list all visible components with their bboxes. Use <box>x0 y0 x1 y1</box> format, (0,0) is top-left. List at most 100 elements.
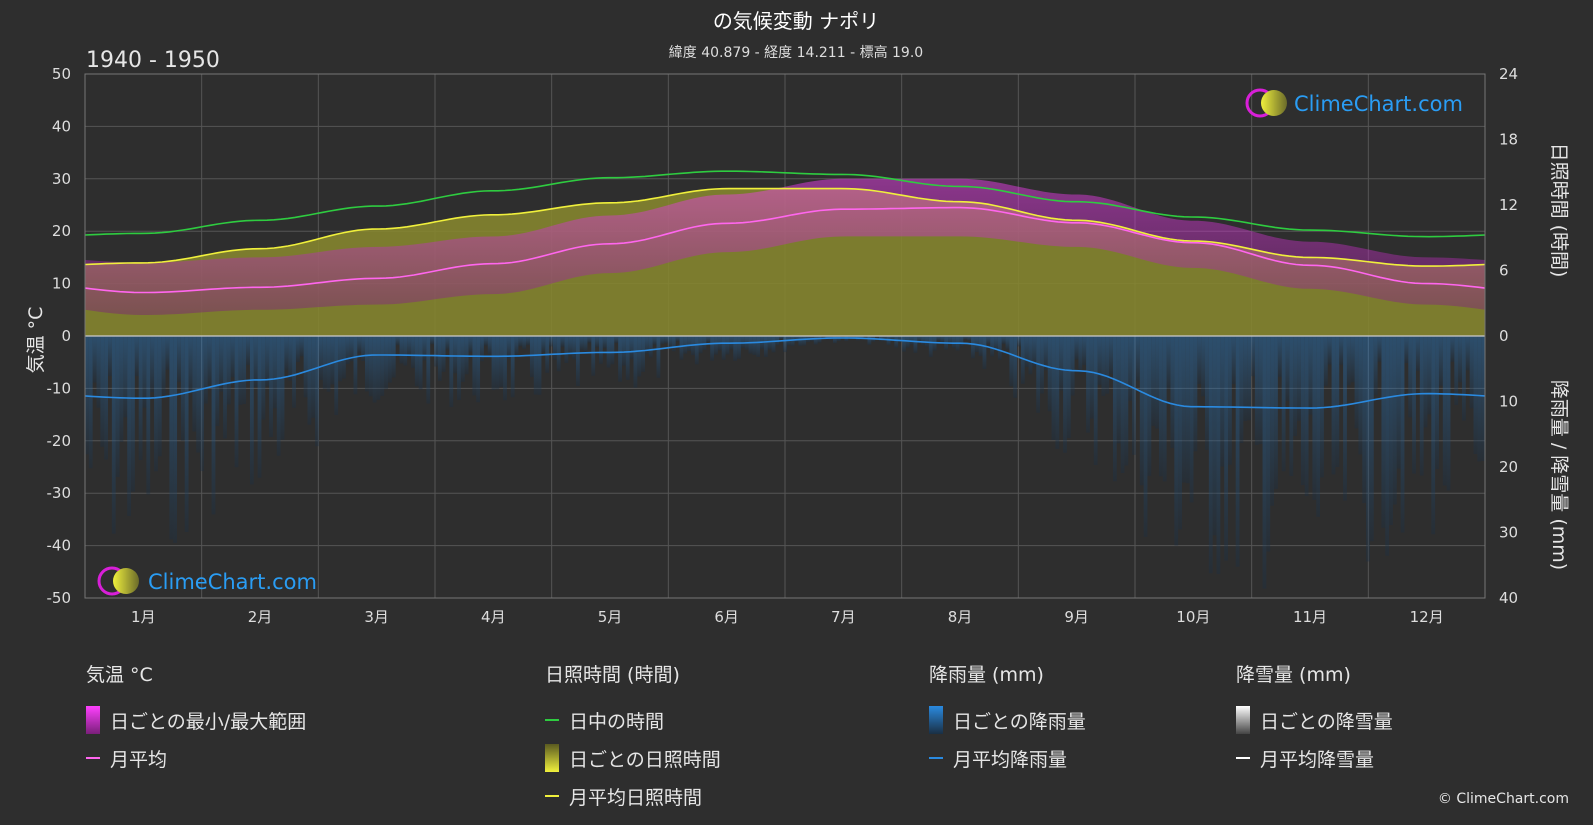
daily-rain-bar <box>1408 336 1413 418</box>
daily-rain-bar <box>902 336 906 352</box>
daily-rain-bar <box>598 336 603 364</box>
daily-rain-bar <box>1404 336 1409 364</box>
daily-rain-bar <box>618 336 622 382</box>
daily-rain-bar <box>142 336 147 408</box>
daily-rain-bar <box>652 336 657 345</box>
daily-rain-bar <box>368 336 373 397</box>
daily-rain-bar <box>1304 336 1309 497</box>
daily-rain-bar <box>951 336 956 349</box>
daily-rain-bar <box>1366 336 1370 562</box>
temp-range-swatch <box>86 706 100 734</box>
daily-rain-bar <box>587 336 592 343</box>
daily-rain-bar <box>1128 336 1133 401</box>
daily-rain-bar <box>1193 336 1198 452</box>
daily-rain-bar <box>790 336 795 347</box>
daily-rain-bar <box>1431 336 1436 535</box>
daily-rain-bar <box>1070 336 1075 396</box>
daily-rain-bar <box>1086 336 1090 433</box>
daily-rain-bar <box>817 336 822 343</box>
legend-snow-header: 降雪量 (mm) <box>1236 664 1351 686</box>
daily-rain-bar <box>1017 336 1021 347</box>
daily-rain-bar <box>376 336 381 400</box>
daily-rain-bar <box>1162 336 1167 482</box>
daily-rain-bar <box>1158 336 1163 477</box>
snow-mean-swatch <box>1236 757 1250 759</box>
daily-rain-bar <box>909 336 914 345</box>
daily-rain-bar <box>472 336 477 396</box>
daily-rain-bar <box>875 336 879 338</box>
daily-rain-bar <box>203 336 208 404</box>
daily-rain-bar <box>96 336 101 408</box>
daily-rain-bar <box>575 336 580 386</box>
daily-rain-bar <box>92 336 97 383</box>
month-tick-label: 9月 <box>1064 608 1089 626</box>
daily-rain-bar <box>549 336 553 347</box>
daily-rain-bar <box>257 336 262 478</box>
daily-rain-bar <box>422 336 427 361</box>
logo-sun-icon <box>113 568 139 594</box>
daily-rain-bar <box>1339 336 1344 365</box>
daily-rain-bar <box>1047 336 1052 412</box>
daily-rain-bar <box>437 336 442 381</box>
daily-rain-bar <box>1066 336 1071 439</box>
daily-rain-bar <box>668 336 672 348</box>
daily-rain-bar <box>169 336 174 540</box>
daily-rain-bar <box>1135 336 1140 381</box>
daily-rain-bar <box>1028 336 1033 375</box>
daily-rain-bar <box>1043 336 1048 371</box>
daily-rain-bar <box>1055 336 1060 449</box>
daily-rain-bar <box>1346 336 1351 386</box>
daily-rain-bar <box>226 336 231 405</box>
areas <box>85 178 1485 336</box>
daily-rain-bar <box>706 336 711 343</box>
daily-rain-bar <box>1262 336 1267 589</box>
month-tick-label: 12月 <box>1410 608 1444 626</box>
daily-rain-bar <box>721 336 726 360</box>
daily-rain-bar <box>1109 336 1113 375</box>
daily-rain-bar <box>434 336 438 367</box>
legend-rain-header: 降雨量 (mm) <box>929 664 1044 686</box>
month-tick-label: 7月 <box>831 608 856 626</box>
daily-rain-bar <box>940 336 945 343</box>
daily-rain-bar <box>499 336 504 387</box>
sunshine-mean-line <box>84 187 1486 267</box>
daily-rain-bar <box>1151 336 1156 426</box>
axes: 50 40 30 20 10 0 -10 -20 -30 -40 -50 24 18 12 6 0 10 20 30… <box>47 65 1519 626</box>
daily-rain-bar <box>173 336 178 543</box>
right-axis-bottom-label: 降雨量 / 降雪量 (mm) <box>1548 380 1570 570</box>
daily-rain-bar <box>967 336 972 341</box>
daily-rain-bar <box>464 336 469 375</box>
daily-rain-bar <box>1247 336 1252 421</box>
daily-rain-bar <box>1093 336 1098 466</box>
daily-rain-bar <box>1293 336 1298 436</box>
daily-rain-bar <box>111 336 116 534</box>
daily-rain-bar <box>756 336 761 357</box>
daily-rain-bar <box>1059 336 1064 391</box>
daily-rain-bar <box>1201 336 1205 397</box>
left-tick-label: 40 <box>52 117 71 135</box>
daily-rain-bar <box>1396 336 1401 469</box>
daily-rain-bar <box>1327 336 1332 365</box>
daily-rain-bar <box>1097 336 1102 385</box>
daily-rain-bar <box>748 336 753 354</box>
daily-rain-bar <box>622 336 626 366</box>
daily-rain-bar <box>1105 336 1110 394</box>
month-tick-label: 5月 <box>598 608 623 626</box>
month-tick-label: 4月 <box>481 608 506 626</box>
left-tick-label: -40 <box>47 537 72 555</box>
daily-rain-bar <box>1124 336 1129 466</box>
daily-rain-bar <box>602 336 607 349</box>
daily-rain-bar <box>656 336 661 378</box>
daily-rain-bar <box>1208 336 1213 574</box>
daily-rain-bar <box>798 336 803 346</box>
daylight-line <box>84 170 1486 238</box>
daily-rain-bar <box>1446 336 1451 491</box>
daily-rain-bar <box>261 336 266 420</box>
left-tick-label: -30 <box>47 484 72 502</box>
daily-rain-bar <box>1182 336 1186 483</box>
daily-rain-bar <box>1051 336 1056 440</box>
daily-rain-bar <box>1358 336 1363 455</box>
daily-rain-bar <box>1381 336 1386 528</box>
legend-rain-daily-item: 日ごとの降雨量 <box>929 701 1086 739</box>
daily-rain-bar <box>426 336 431 404</box>
